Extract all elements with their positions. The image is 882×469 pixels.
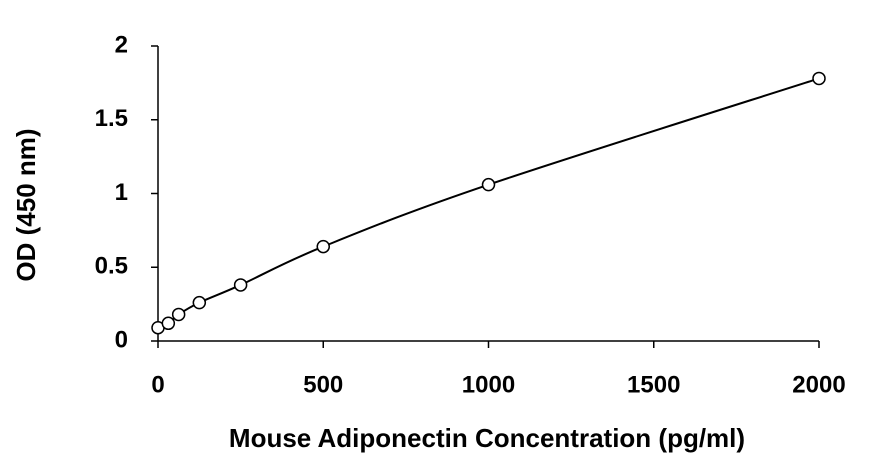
data-point [316, 239, 330, 254]
data-point [481, 177, 496, 192]
x-tick-label: 1000 [462, 371, 515, 398]
y-tick-label: 0 [115, 326, 128, 353]
x-tick-label: 1500 [627, 371, 680, 398]
fit-curve [157, 77, 820, 329]
y-axis-title: OD (450 nm) [11, 128, 41, 281]
y-tick-label: 1.5 [95, 105, 128, 132]
data-point [233, 278, 248, 292]
y-tick-label: 2 [115, 31, 128, 58]
x-tick-label: 500 [303, 371, 343, 398]
data-point [812, 71, 826, 86]
x-tick-label: 0 [151, 371, 164, 398]
data-point [192, 295, 207, 310]
x-tick-label: 2000 [792, 371, 845, 398]
y-tick-label: 1 [115, 179, 128, 206]
y-tick-label: 0.5 [95, 253, 128, 280]
data-point [171, 307, 186, 322]
data-point [161, 316, 176, 331]
x-axis-title: Mouse Adiponectin Concentration (pg/ml) [229, 423, 745, 453]
